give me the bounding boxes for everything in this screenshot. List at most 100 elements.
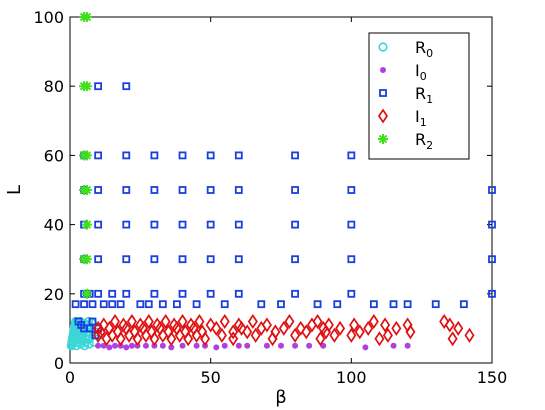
y-tick-label: 60 bbox=[44, 146, 64, 165]
data-point-r1 bbox=[71, 300, 80, 309]
data-point-i1 bbox=[315, 331, 326, 347]
data-point-i1 bbox=[126, 313, 137, 330]
data-point-i1 bbox=[444, 317, 455, 333]
legend-marker-r0 bbox=[378, 42, 388, 52]
data-point-i1 bbox=[323, 317, 334, 333]
legend-label-base: R bbox=[415, 130, 426, 149]
data-point-i0 bbox=[362, 344, 369, 351]
data-point-i0 bbox=[106, 344, 113, 351]
data-point-i0 bbox=[213, 344, 220, 351]
data-point-i1 bbox=[382, 327, 393, 343]
data-point-r1 bbox=[291, 186, 299, 194]
data-point-r2 bbox=[79, 254, 90, 265]
data-point-r1 bbox=[158, 300, 167, 309]
data-point-r1 bbox=[99, 300, 108, 309]
data-point-i0 bbox=[292, 342, 299, 349]
data-point-i1 bbox=[205, 317, 216, 333]
x-axis-label: β bbox=[275, 387, 287, 408]
data-point-i1 bbox=[349, 317, 360, 333]
data-point-i1 bbox=[284, 313, 295, 330]
data-point-i0 bbox=[244, 342, 251, 349]
legend-label-subscript: 0 bbox=[426, 47, 433, 60]
data-point-r1 bbox=[277, 300, 285, 309]
data-point-i1 bbox=[166, 331, 177, 347]
data-point-r1 bbox=[122, 82, 131, 91]
data-point-i1 bbox=[194, 313, 205, 330]
data-point-r1 bbox=[206, 289, 215, 298]
data-point-r1 bbox=[291, 220, 299, 229]
data-point-i0 bbox=[404, 342, 411, 349]
data-point-i1 bbox=[247, 313, 258, 330]
data-point-i1 bbox=[391, 320, 402, 336]
data-point-i1 bbox=[132, 331, 143, 347]
data-point-r1 bbox=[150, 289, 159, 298]
data-point-r1 bbox=[347, 186, 356, 194]
data-point-i1 bbox=[200, 331, 211, 347]
legend-marker-i1 bbox=[377, 108, 389, 124]
data-point-r0 bbox=[84, 339, 94, 349]
data-point-r1 bbox=[80, 300, 88, 309]
data-point-i0 bbox=[390, 342, 397, 349]
data-point-r1 bbox=[488, 289, 496, 298]
data-point-i0 bbox=[278, 342, 284, 349]
data-point-r2 bbox=[79, 150, 90, 161]
data-marks bbox=[66, 12, 496, 351]
data-point-i0 bbox=[142, 342, 149, 349]
series-i0 bbox=[95, 342, 411, 351]
data-point-r1 bbox=[94, 289, 103, 298]
data-point-i1 bbox=[98, 317, 109, 333]
data-point-r1 bbox=[136, 300, 145, 309]
data-point-i0 bbox=[112, 342, 119, 349]
data-point-i1 bbox=[346, 327, 357, 343]
data-point-r1 bbox=[122, 255, 131, 264]
legend-label-r2: R2 bbox=[415, 130, 433, 152]
data-point-r1 bbox=[150, 220, 159, 229]
data-point-i0 bbox=[168, 344, 175, 351]
data-point-i1 bbox=[109, 313, 121, 330]
data-point-i1 bbox=[261, 317, 272, 333]
data-point-r1 bbox=[206, 255, 215, 264]
data-point-r1 bbox=[488, 186, 496, 194]
series-i1 bbox=[93, 313, 475, 347]
data-point-i1 bbox=[149, 331, 160, 347]
y-tick-label: 40 bbox=[44, 216, 64, 235]
data-point-r1 bbox=[403, 300, 412, 309]
data-point-r1 bbox=[347, 255, 356, 264]
data-point-i1 bbox=[242, 324, 253, 340]
legend-label-r0: R0 bbox=[415, 38, 433, 60]
data-point-r1 bbox=[234, 151, 243, 160]
data-point-r1 bbox=[206, 220, 215, 229]
data-point-i1 bbox=[439, 313, 450, 330]
data-point-r1 bbox=[192, 300, 201, 309]
data-point-r2 bbox=[79, 81, 90, 92]
data-point-i1 bbox=[278, 320, 289, 336]
data-point-r1 bbox=[431, 300, 440, 309]
data-point-i0 bbox=[159, 342, 166, 349]
legend-marker-r1 bbox=[379, 89, 387, 97]
legend-label-r1: R1 bbox=[415, 84, 433, 106]
legend-label-base: I bbox=[415, 61, 420, 80]
x-tick-label: 0 bbox=[65, 368, 75, 387]
data-point-r1 bbox=[313, 300, 322, 309]
x-tick-label: 100 bbox=[336, 368, 367, 387]
data-point-i0 bbox=[306, 342, 313, 349]
data-point-r1 bbox=[116, 300, 125, 309]
data-point-i1 bbox=[228, 331, 239, 347]
x-tick-label: 50 bbox=[200, 368, 220, 387]
data-point-i1 bbox=[160, 313, 171, 330]
data-point-r1 bbox=[150, 151, 159, 160]
y-tick-label: 100 bbox=[33, 8, 64, 27]
data-point-r1 bbox=[291, 289, 299, 298]
data-point-r1 bbox=[94, 186, 103, 194]
data-point-r1 bbox=[488, 220, 496, 229]
data-point-r1 bbox=[150, 186, 159, 194]
data-point-i0 bbox=[123, 344, 130, 351]
data-point-r1 bbox=[85, 324, 94, 333]
data-point-i1 bbox=[447, 331, 458, 347]
data-point-r1 bbox=[459, 300, 468, 309]
data-point-i0 bbox=[95, 342, 102, 349]
data-point-i0 bbox=[179, 342, 186, 349]
data-point-r1 bbox=[122, 151, 131, 160]
data-point-r1 bbox=[389, 300, 398, 309]
